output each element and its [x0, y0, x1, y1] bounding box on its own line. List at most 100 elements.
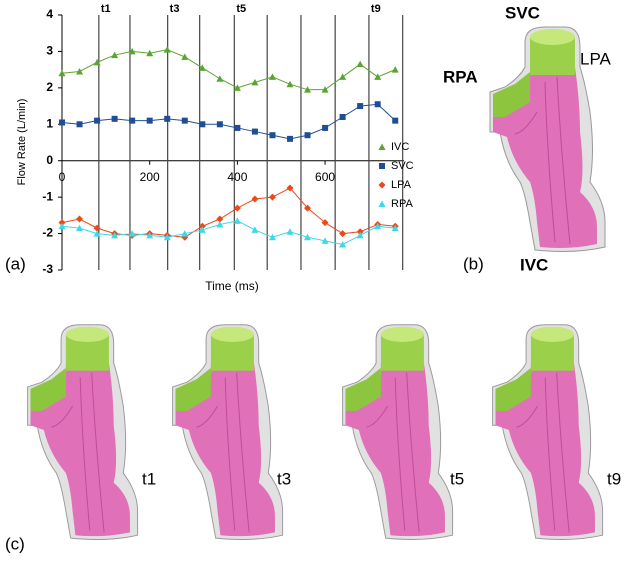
point [374, 73, 382, 80]
panel-label: (c) [5, 534, 25, 553]
point [304, 233, 312, 241]
point [181, 230, 189, 237]
point [268, 193, 276, 201]
point [58, 219, 66, 227]
point [392, 117, 399, 124]
frame-label: t3 [277, 469, 291, 488]
point [163, 233, 171, 241]
vessel-label: LPA [580, 49, 612, 68]
point [268, 233, 276, 241]
point [198, 64, 206, 71]
point [93, 224, 101, 232]
point [321, 219, 329, 227]
time-marker-label: t9 [371, 3, 381, 15]
time-marker-label: t1 [101, 3, 111, 15]
y-tick-label: -2 [42, 226, 53, 240]
point [163, 46, 171, 53]
point [287, 135, 293, 142]
y-tick-label: -3 [42, 262, 53, 276]
y-tick-label: 4 [46, 7, 53, 21]
point [269, 132, 276, 139]
point [216, 121, 223, 128]
y-tick-label: 0 [46, 153, 53, 167]
point [164, 115, 171, 122]
series-line [61, 187, 396, 238]
vessel-model [492, 324, 604, 540]
point [216, 220, 224, 228]
series-line [61, 49, 396, 91]
point [356, 60, 364, 68]
point [356, 228, 364, 236]
point [234, 124, 241, 131]
point [268, 73, 276, 80]
y-axis-label: Flow Rate (L/min) [16, 99, 28, 186]
point [379, 163, 385, 169]
point [76, 67, 84, 75]
x-tick-label: 400 [227, 170, 247, 184]
vessel-model [27, 324, 139, 540]
legend-label: IVC [391, 141, 409, 153]
point [339, 114, 346, 120]
point [339, 73, 347, 80]
point [58, 69, 66, 77]
point [286, 228, 294, 235]
point [76, 215, 84, 223]
point [251, 226, 259, 233]
legend-label: RPA [391, 198, 413, 210]
time-marker-label: t5 [236, 3, 246, 15]
point [374, 101, 381, 108]
point [391, 224, 399, 232]
point [321, 237, 329, 244]
frame-label: t5 [450, 469, 464, 488]
point [111, 51, 119, 59]
point [58, 222, 66, 230]
point [251, 128, 258, 135]
y-tick-label: 3 [46, 44, 53, 58]
time-marker-label: t3 [170, 3, 180, 15]
point [378, 200, 386, 207]
point [233, 204, 241, 212]
point [146, 49, 154, 57]
point [378, 143, 386, 150]
point [321, 86, 329, 93]
point [93, 230, 101, 237]
point [233, 84, 241, 91]
point [93, 58, 101, 66]
point [391, 66, 399, 73]
legend-label: LPA [391, 179, 412, 191]
point [251, 195, 259, 203]
series-line [61, 220, 396, 246]
point [304, 204, 312, 212]
point [356, 231, 364, 239]
point [128, 230, 136, 237]
point [128, 47, 136, 55]
point [198, 222, 206, 230]
frame-label: t1 [142, 469, 156, 488]
point [146, 231, 154, 239]
point [59, 119, 65, 126]
vessel-model [172, 324, 284, 540]
point [339, 230, 347, 238]
frame-label: t9 [607, 469, 621, 488]
point [146, 117, 153, 124]
vessel-label: RPA [443, 67, 478, 86]
point [322, 124, 329, 131]
point [339, 241, 347, 248]
y-tick-label: -1 [42, 189, 53, 203]
point [378, 181, 386, 189]
point [181, 53, 189, 60]
point [251, 78, 259, 86]
legend-label: SVC [391, 160, 414, 172]
point [181, 117, 188, 124]
point [76, 224, 84, 232]
point [199, 121, 206, 128]
point [357, 103, 364, 110]
vessel-renderings [27, 26, 606, 540]
point [129, 117, 136, 124]
panel-label: (a) [5, 254, 26, 273]
point [304, 132, 311, 139]
point [111, 115, 118, 122]
point [286, 184, 294, 192]
x-tick-label: 200 [140, 170, 160, 184]
